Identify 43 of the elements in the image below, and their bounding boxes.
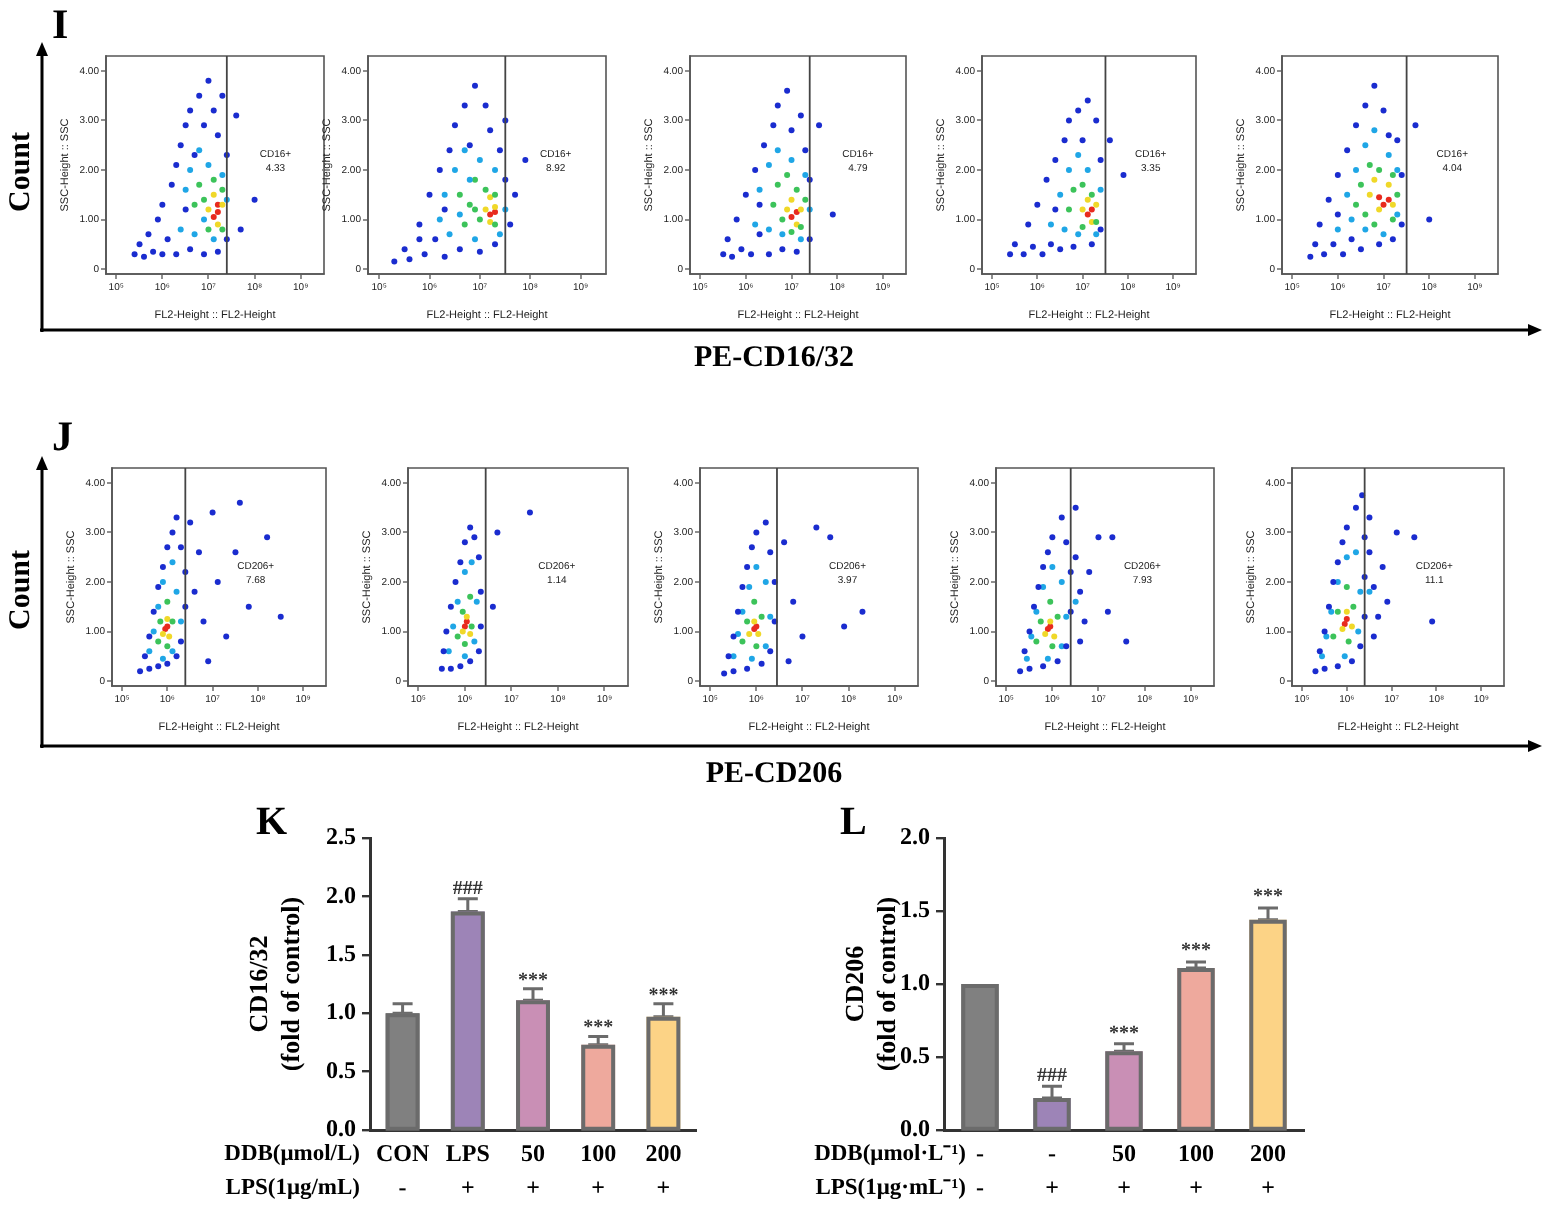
- annotation: ***: [583, 1017, 614, 1040]
- text: Count: [5, 131, 37, 213]
- x-tick-label: 50 +: [521, 1139, 545, 1202]
- y-tick-label: 1.5: [900, 895, 930, 924]
- annotation: ***: [648, 984, 679, 1007]
- text: LPS(1μg/mL): [225, 1176, 360, 1201]
- y-tick-label: 2.5: [326, 822, 356, 851]
- x-tick-label: 200 +: [1250, 1139, 1286, 1202]
- y-tick-label: 0.5: [900, 1041, 930, 1070]
- x-tick-label: LPS +: [445, 1139, 491, 1202]
- x-tick-label: - +: [1045, 1139, 1060, 1202]
- text: LPS(1μg·mL⁻¹): [815, 1176, 966, 1201]
- y-tick-label: 2.0: [326, 880, 356, 909]
- x-tick-label: 200 +: [645, 1139, 682, 1202]
- annotation: ###: [1037, 1065, 1067, 1088]
- annotation: ***: [1181, 939, 1211, 962]
- text: Count: [5, 549, 37, 631]
- x-tick-label: - -: [976, 1139, 984, 1202]
- annotation: ***: [518, 969, 548, 992]
- x-tick-label: 100 +: [580, 1139, 617, 1202]
- x-tick-label: 100 +: [1178, 1139, 1214, 1202]
- y-axis-title: CD16/32 (fold of control): [242, 896, 306, 1072]
- annotation: ***: [1109, 1022, 1139, 1045]
- y-tick-label: 1.0: [326, 997, 356, 1026]
- chart-title: J: [52, 412, 73, 460]
- text: DDB(μmol·L⁻¹): [814, 1142, 966, 1167]
- x-tick-label: CON -: [375, 1139, 430, 1202]
- text: PE-CD16/32: [694, 342, 854, 374]
- x-tick-label: 50 +: [1112, 1139, 1136, 1202]
- y-tick-label: 0.5: [326, 1055, 356, 1084]
- chart-title: L: [840, 800, 867, 844]
- y-axis-title: CD206 (fold of control): [838, 896, 902, 1072]
- annotation: ###: [452, 878, 483, 901]
- y-tick-label: 0.0: [900, 1114, 930, 1143]
- y-tick-label: 0.0: [326, 1114, 356, 1143]
- y-tick-label: 1.0: [900, 968, 930, 997]
- chart-title: K: [256, 800, 288, 844]
- y-tick-label: 1.5: [326, 938, 356, 967]
- chart-title: I: [52, 0, 69, 48]
- annotation: ***: [1253, 885, 1283, 908]
- text: PE-CD206: [705, 758, 843, 790]
- y-tick-label: 2.0: [900, 822, 930, 851]
- text: DDB(μmol/L): [224, 1142, 360, 1167]
